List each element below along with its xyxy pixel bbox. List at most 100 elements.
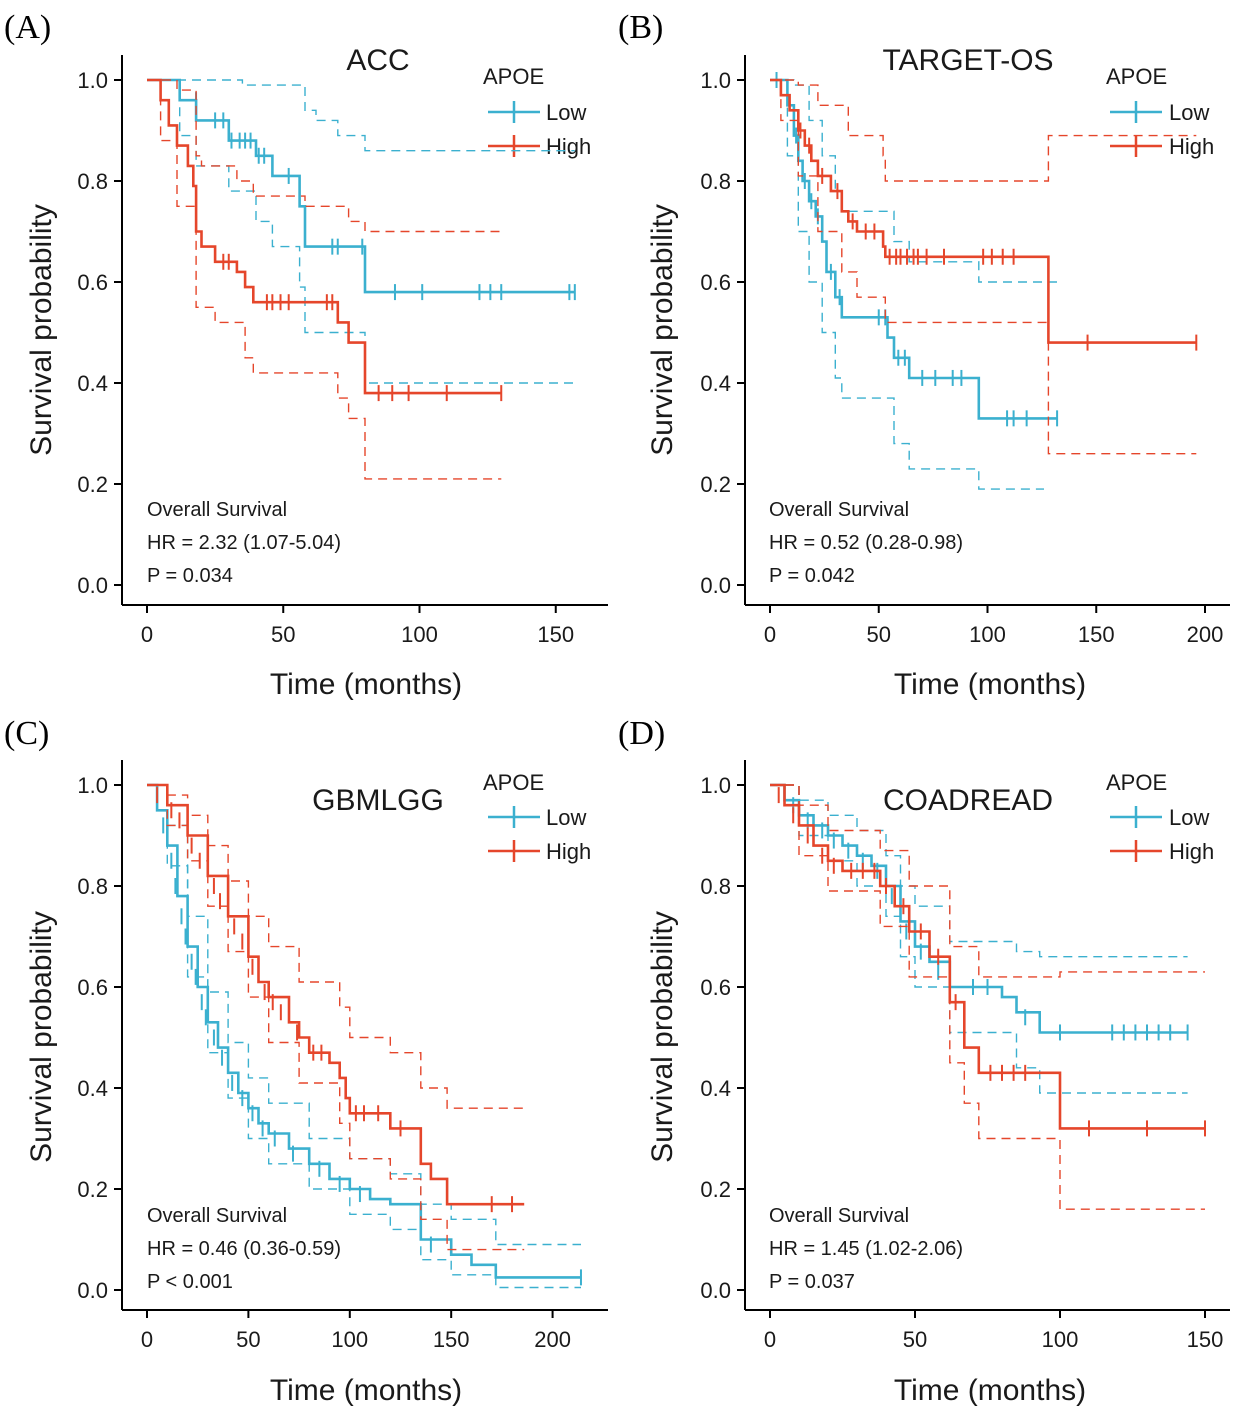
y-tick-label: 0.0 — [700, 1278, 731, 1303]
ci-lower-high — [770, 784, 1205, 1210]
y-tick-label: 0.4 — [700, 371, 731, 396]
y-tick-label: 0.6 — [700, 270, 731, 295]
ci-upper-low — [770, 79, 1058, 283]
survival-curve-high — [147, 783, 525, 1206]
x-axis-label: Time (months) — [270, 668, 462, 701]
chart-title: ACC — [346, 44, 409, 77]
x-tick-label: 100 — [401, 622, 438, 647]
survival-curve-high — [770, 78, 1197, 344]
stats-p: P = 0.034 — [147, 565, 233, 587]
x-tick-label: 100 — [1042, 1327, 1079, 1352]
x-tick-label: 200 — [1187, 622, 1224, 647]
y-tick-label: 1.0 — [77, 773, 108, 798]
survival-curve-high — [147, 78, 502, 395]
survival-curve-low — [770, 783, 1188, 1034]
y-axis-label: Survival probability — [646, 911, 679, 1163]
ci-lower-low — [770, 784, 1188, 1094]
stats-hr: HR = 0.46 (0.36-0.59) — [147, 1238, 341, 1260]
stats-p: P < 0.001 — [147, 1271, 233, 1293]
x-tick-label: 0 — [141, 622, 153, 647]
legend-title: APOE — [483, 64, 544, 89]
ci-lower-high — [770, 79, 1197, 455]
panel-label: (D) — [618, 715, 665, 752]
x-tick-label: 50 — [236, 1327, 260, 1352]
x-axis-label: Time (months) — [894, 1374, 1086, 1407]
ci-upper-high — [770, 784, 1205, 978]
y-tick-label: 0.0 — [700, 573, 731, 598]
ci-lower-low — [147, 784, 581, 1289]
y-tick-label: 0.0 — [77, 573, 108, 598]
x-tick-label: 100 — [969, 622, 1006, 647]
y-tick-label: 0.2 — [700, 472, 731, 497]
panel-label: (B) — [618, 9, 663, 46]
y-axis-label: Survival probability — [25, 204, 58, 456]
y-tick-label: 1.0 — [77, 68, 108, 93]
y-tick-label: 0.8 — [700, 874, 731, 899]
x-tick-label: 150 — [1078, 622, 1115, 647]
ci-lower-low — [147, 79, 575, 384]
x-axis-label: Time (months) — [270, 1374, 462, 1407]
x-tick-label: 150 — [1187, 1327, 1224, 1352]
y-tick-label: 0.0 — [77, 1278, 108, 1303]
y-tick-label: 0.2 — [77, 472, 108, 497]
ci-upper-low — [147, 79, 575, 152]
ci-upper-high — [147, 784, 525, 1109]
chart-title: TARGET-OS — [882, 44, 1053, 77]
y-tick-label: 0.4 — [77, 1076, 108, 1101]
legend-high-label: High — [1169, 839, 1214, 864]
ci-upper-high — [147, 79, 502, 233]
ci-upper-low — [770, 784, 1188, 958]
chart-title: COADREAD — [883, 784, 1053, 817]
legend-high-label: High — [546, 839, 591, 864]
x-tick-label: 0 — [764, 622, 776, 647]
legend-high-label: High — [546, 134, 591, 159]
ci-upper-low — [147, 784, 581, 1246]
panel-a: (A) ACC Survival probability Time (month… — [4, 9, 608, 701]
stats-title: Overall Survival — [147, 499, 287, 521]
y-tick-label: 0.6 — [77, 975, 108, 1000]
stats-hr: HR = 0.52 (0.28-0.98) — [769, 532, 963, 554]
stats-title: Overall Survival — [769, 499, 909, 521]
y-axis-label: Survival probability — [25, 911, 58, 1163]
survival-curve-high — [770, 783, 1205, 1130]
ci-lower-high — [147, 79, 502, 480]
panel-label: (A) — [4, 9, 51, 46]
x-tick-label: 0 — [141, 1327, 153, 1352]
x-tick-label: 50 — [903, 1327, 927, 1352]
panel-label: (C) — [4, 715, 49, 752]
x-axis-label: Time (months) — [894, 668, 1086, 701]
y-tick-label: 0.8 — [77, 874, 108, 899]
y-tick-label: 0.6 — [700, 975, 731, 1000]
legend-title: APOE — [483, 770, 544, 795]
ci-upper-high — [770, 79, 1197, 182]
legend-high-label: High — [1169, 134, 1214, 159]
panel-c: (C) GBMLGG Survival probability Time (mo… — [4, 715, 608, 1407]
survival-curve-low — [770, 78, 1058, 420]
x-tick-label: 150 — [537, 622, 574, 647]
x-tick-label: 0 — [764, 1327, 776, 1352]
y-tick-label: 1.0 — [700, 773, 731, 798]
legend-low-label: Low — [1169, 100, 1209, 125]
y-tick-label: 0.4 — [700, 1076, 731, 1101]
stats-hr: HR = 1.45 (1.02-2.06) — [769, 1238, 963, 1260]
x-tick-label: 100 — [331, 1327, 368, 1352]
survival-curve-low — [147, 783, 581, 1279]
x-tick-label: 200 — [534, 1327, 571, 1352]
legend-low-label: Low — [1169, 805, 1209, 830]
y-axis-label: Survival probability — [646, 204, 679, 456]
legend-title: APOE — [1106, 64, 1167, 89]
y-tick-label: 1.0 — [700, 68, 731, 93]
x-tick-label: 50 — [271, 622, 295, 647]
stats-hr: HR = 2.32 (1.07-5.04) — [147, 532, 341, 554]
y-tick-label: 0.8 — [77, 169, 108, 194]
panel-d: (D) COADREAD Survival probability Time (… — [618, 715, 1230, 1407]
y-tick-label: 0.4 — [77, 371, 108, 396]
stats-p: P = 0.037 — [769, 1271, 855, 1293]
x-tick-label: 50 — [867, 622, 891, 647]
x-tick-label: 150 — [433, 1327, 470, 1352]
legend-low-label: Low — [546, 100, 586, 125]
ci-lower-high — [147, 784, 525, 1251]
y-tick-label: 0.2 — [700, 1177, 731, 1202]
chart-title: GBMLGG — [312, 784, 444, 817]
